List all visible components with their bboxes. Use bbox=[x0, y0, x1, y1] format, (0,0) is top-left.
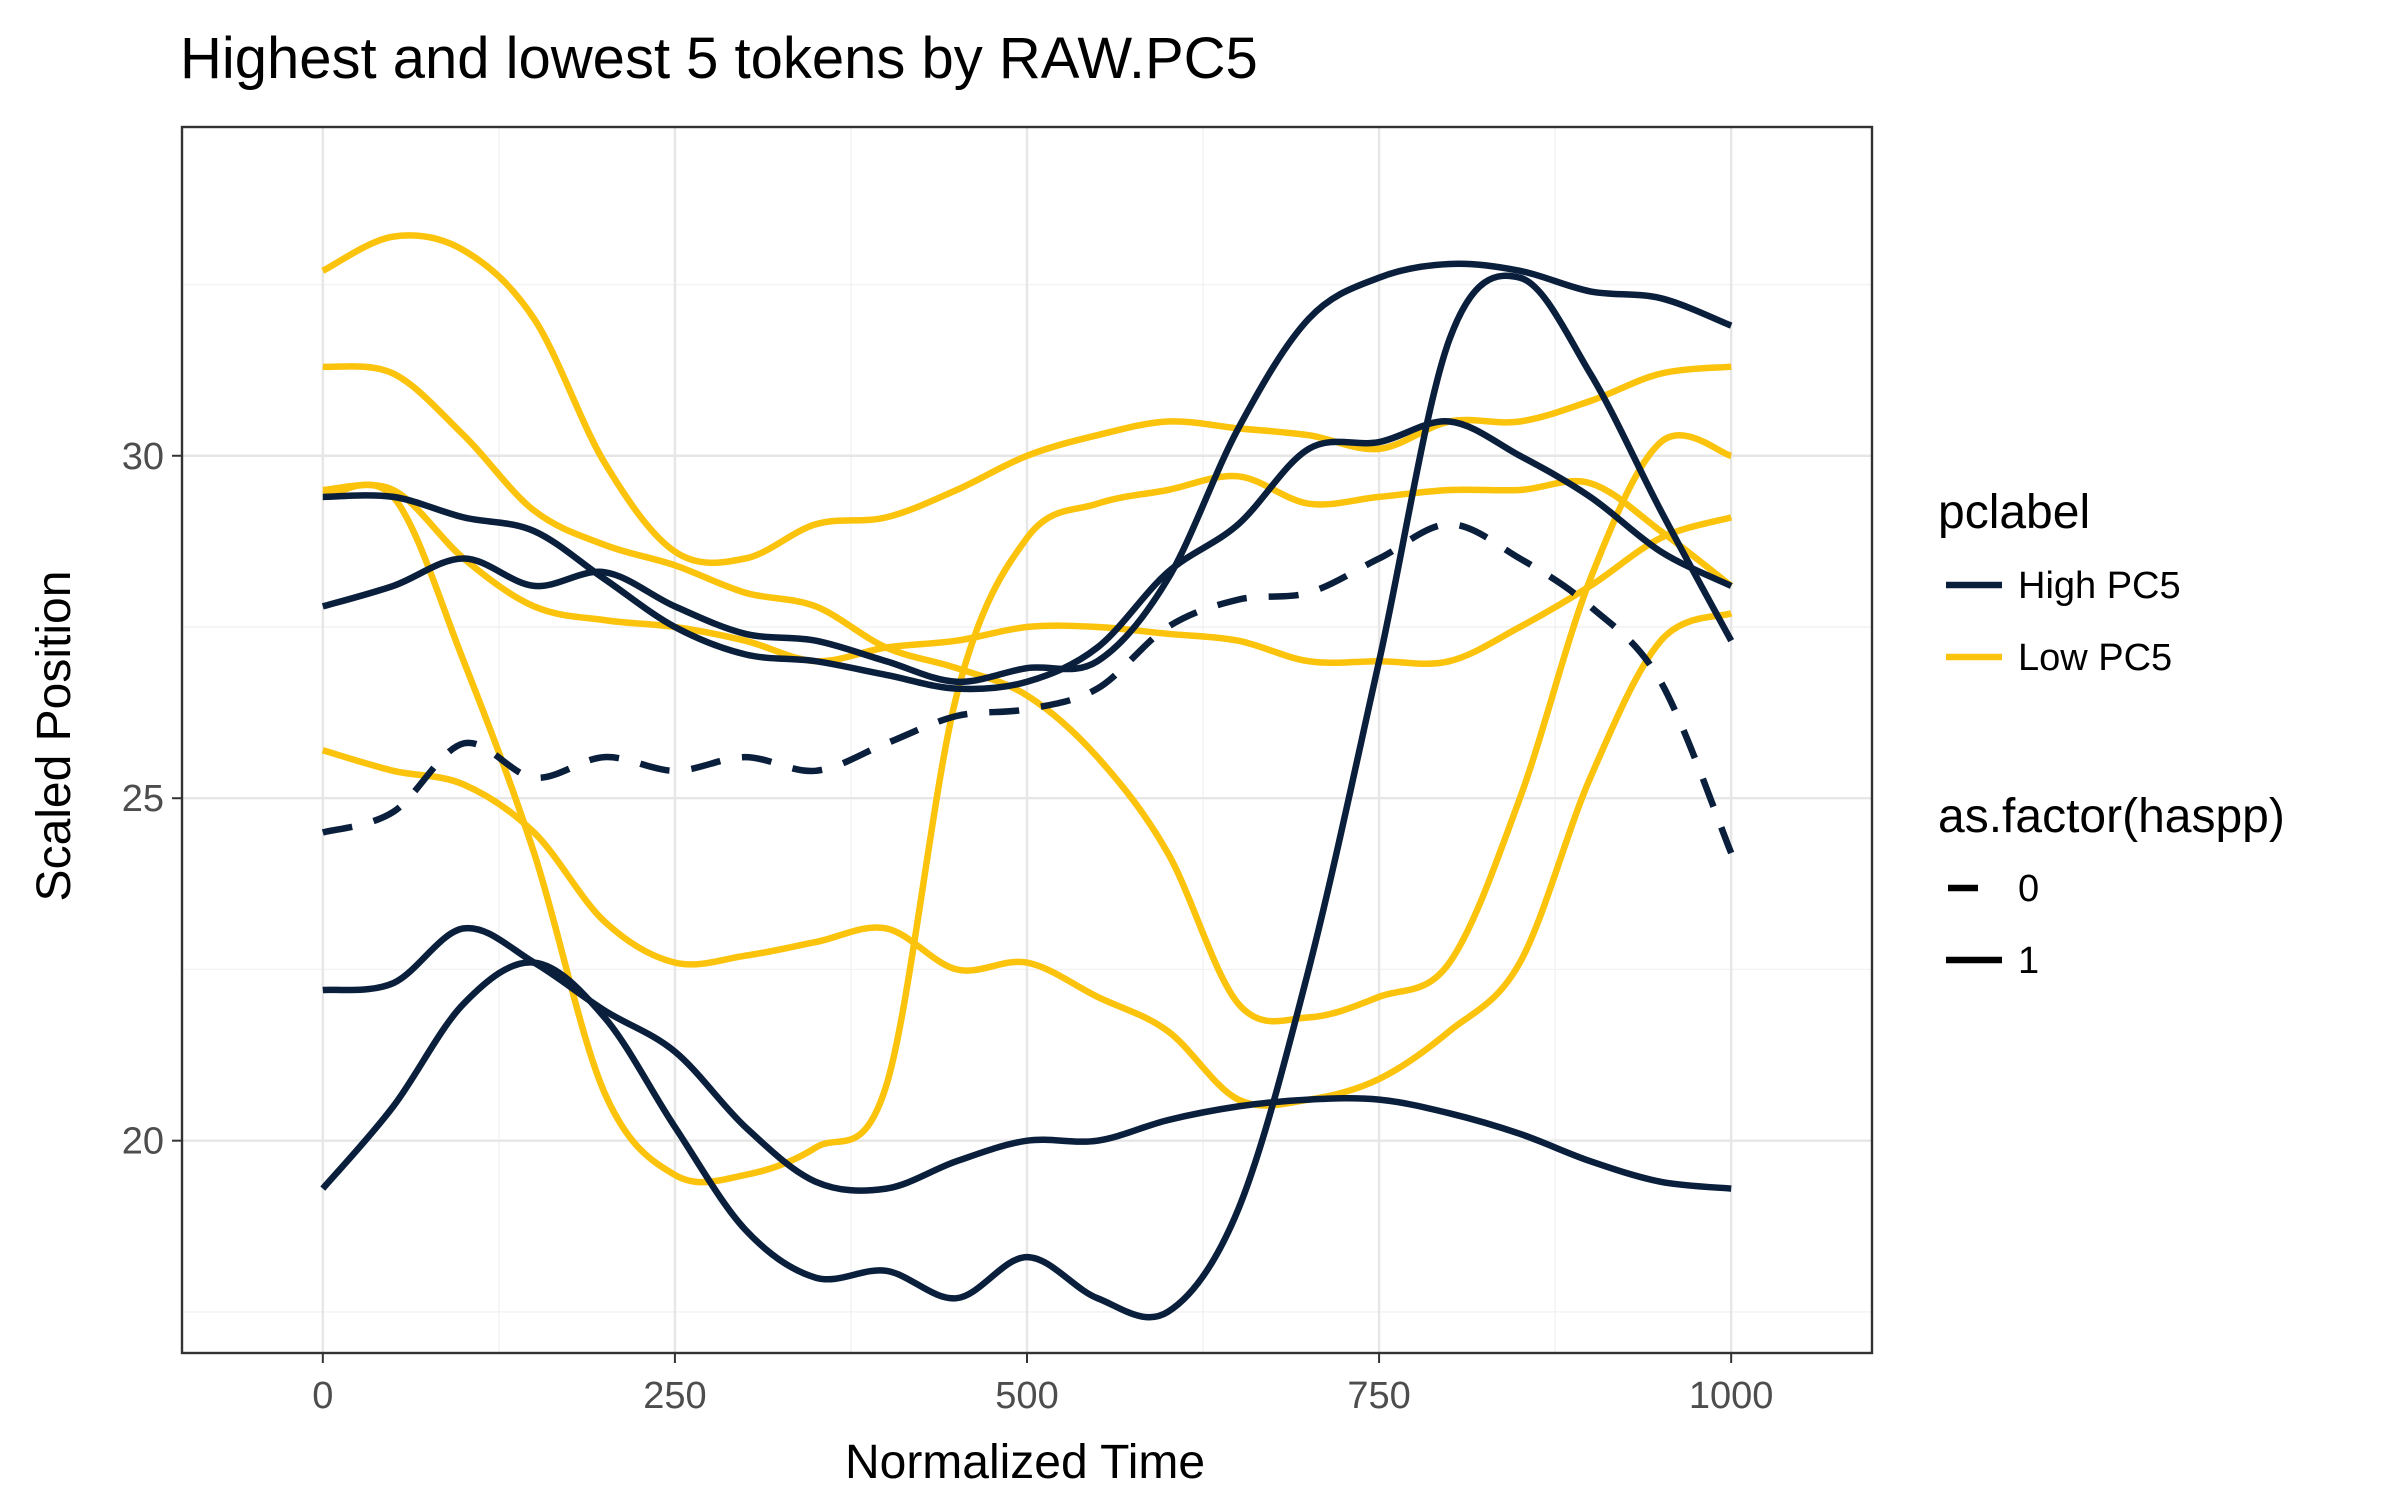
legend-title-pclabel: pclabel bbox=[1938, 486, 2090, 539]
low-pc5-series-line bbox=[322, 481, 1733, 667]
x-tick-label: 250 bbox=[643, 1375, 706, 1417]
x-tick-label: 1000 bbox=[1689, 1375, 1774, 1417]
x-axis-ticks: 0 250 500 750 1000 bbox=[312, 1353, 1773, 1417]
high-pc5-series-line bbox=[320, 272, 1735, 1321]
y-tick-label: 20 bbox=[122, 1121, 164, 1163]
y-axis-title: Scaled Position bbox=[28, 571, 81, 902]
high-pc5-series-line bbox=[321, 260, 1733, 686]
legend-label: 0 bbox=[2018, 868, 2039, 910]
high-pc5-series-line bbox=[322, 418, 1733, 693]
y-tick-label: 30 bbox=[122, 436, 164, 478]
low-pc5-series-line bbox=[322, 363, 1733, 1025]
x-tick-label: 0 bbox=[312, 1375, 333, 1417]
legend-label: Low PC5 bbox=[2018, 637, 2172, 679]
y-tick-label: 25 bbox=[122, 778, 164, 820]
low-pc5-series-line bbox=[321, 232, 1732, 567]
chart-title: Highest and lowest 5 tokens by RAW.PC5 bbox=[180, 26, 1258, 91]
x-tick-label: 750 bbox=[1347, 1375, 1410, 1417]
legend: pclabel High PC5 Low PC5 as.factor(haspp) 0 1 bbox=[1938, 486, 2285, 982]
legend-label: 1 bbox=[2018, 940, 2039, 982]
high-pc5-series-line-dashed bbox=[321, 521, 1735, 855]
low-pc5-series-line bbox=[321, 610, 1733, 1109]
y-axis-ticks: 20 25 30 bbox=[122, 436, 182, 1163]
legend-title-haspp: as.factor(haspp) bbox=[1938, 790, 2285, 843]
legend-label: High PC5 bbox=[2018, 565, 2181, 607]
series-lines bbox=[320, 232, 1735, 1321]
x-axis-title: Normalized Time bbox=[845, 1436, 1205, 1489]
x-tick-label: 500 bbox=[995, 1375, 1058, 1417]
high-pc5-series-line bbox=[322, 924, 1732, 1194]
